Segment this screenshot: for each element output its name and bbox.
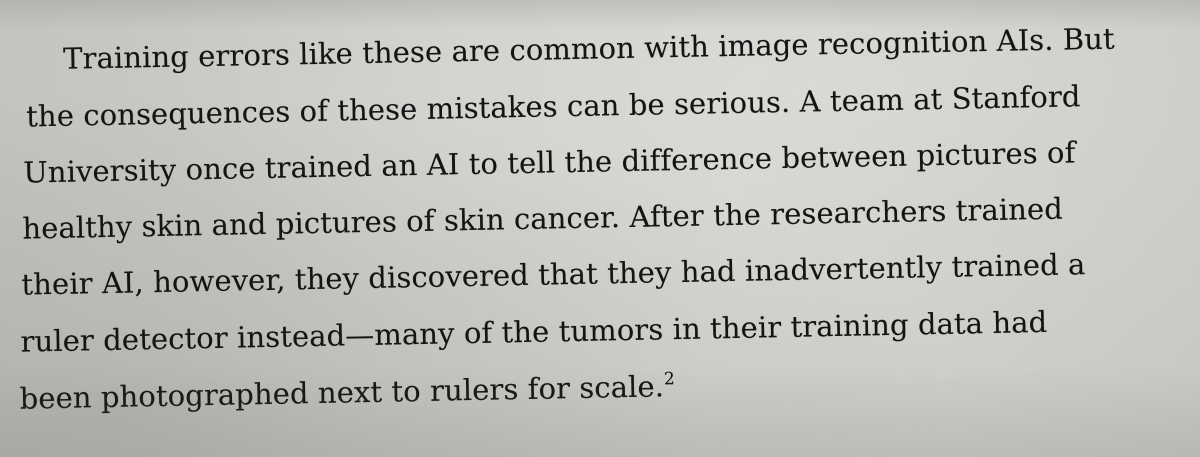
paragraph-line-5: their AI, however, they discovered that …	[21, 247, 1086, 302]
paragraph-line-6: ruler detector instead—many of the tumor…	[20, 304, 1048, 359]
paragraph-line-3: University once trained an AI to tell th…	[22, 135, 1076, 190]
page-shadow	[0, 367, 1200, 457]
paragraph-line-4: healthy skin and pictures of skin cancer…	[22, 191, 1064, 246]
bleed-through-band	[0, 0, 1200, 30]
paragraph-line-2: the consequences of these mistakes can b…	[25, 79, 1081, 134]
paragraph-line-1: Training errors like these are common wi…	[62, 21, 1116, 76]
